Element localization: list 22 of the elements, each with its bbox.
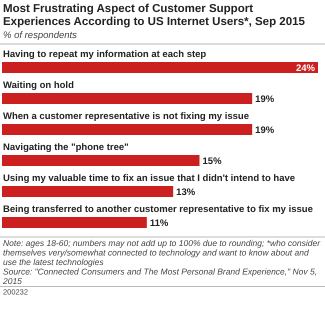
data-label: 13%: [176, 187, 196, 198]
data-label: 15%: [202, 156, 222, 167]
y-tick-label: Navigating the "phone tree": [3, 142, 129, 153]
bar: [2, 186, 174, 197]
y-tick-label: Using my valuable time to fix an issue that I didn't intend to have: [3, 173, 296, 184]
y-tick-label: Waiting on hold: [3, 80, 74, 91]
chart-subtitle: % of respondents: [3, 30, 78, 41]
bar: [2, 217, 147, 228]
data-label: 19%: [255, 94, 275, 105]
y-tick-label: When a customer representative is not fixing my issue: [3, 111, 250, 122]
data-label: 19%: [255, 125, 275, 136]
annotation: Note: ages 18-60; numbers may not add up to 100% due to rounding; *who consider themselves very/somewhat connected to technology and want to know about and use the latest technologies: [3, 238, 322, 267]
data-label: 11%: [150, 218, 169, 229]
bar: [2, 62, 318, 73]
data-label: 24%: [296, 63, 316, 74]
y-tick-label: Being transferred to another customer representative to fix my issue: [3, 204, 313, 215]
chart-title: Most Frustrating Aspect of Customer Support Experiences According to US Internet Users*, Sep 2015: [3, 3, 306, 28]
bar: [2, 93, 252, 104]
y-tick-label: Having to repeat my information at each step: [3, 49, 206, 60]
source-note: Source: "Connected Consumers and The Most Personal Brand Experience," Nov 5, 2015: [2, 266, 318, 286]
bar: [2, 155, 200, 166]
bar: [2, 124, 252, 135]
